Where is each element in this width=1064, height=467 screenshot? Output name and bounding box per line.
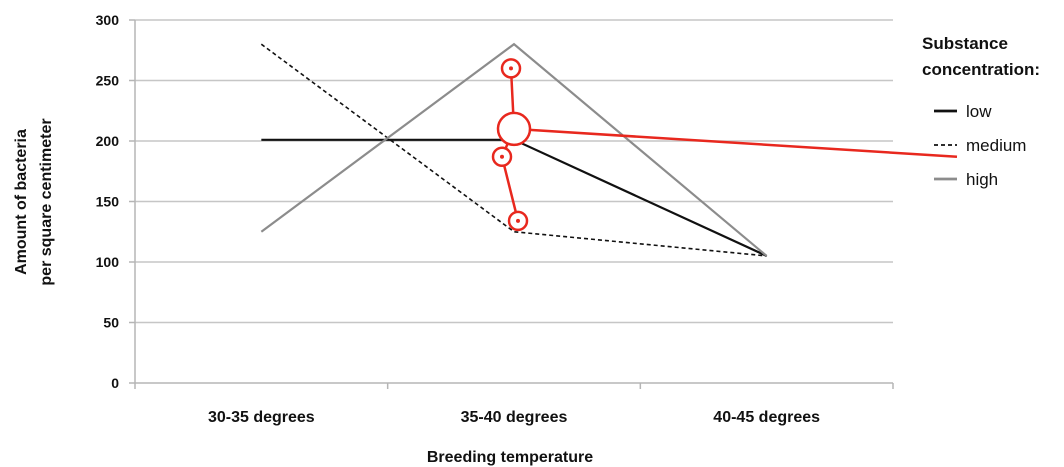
- legend-label-high: high: [966, 170, 998, 189]
- tick-labels: 0 50 100 150 200 250 300 30-35 degrees 35-40 deg…: [96, 12, 820, 426]
- red-annotations: [491, 58, 958, 232]
- annotation-pointer-line: [513, 127, 958, 158]
- y-axis-title-line-1: Amount of bacteria: [13, 129, 30, 275]
- legend: Substance concentration: low medium high: [922, 34, 1040, 189]
- annotation-marker-dot: [509, 66, 513, 71]
- y-axis-title-line-2: per square centimeter: [38, 118, 55, 285]
- annotation-marker-dot: [516, 218, 520, 223]
- y-tick-label: 50: [103, 315, 119, 331]
- series-line-medium: [260, 43, 767, 257]
- y-tick-label: 300: [96, 12, 120, 28]
- x-tick-label: 30-35 degrees: [208, 409, 315, 426]
- y-tick-label: 250: [96, 73, 120, 89]
- series-line-low: [261, 138, 768, 257]
- legend-title-line-1: Substance: [922, 34, 1008, 53]
- x-tick-label: 35-40 degrees: [461, 409, 568, 426]
- legend-label-low: low: [966, 102, 992, 121]
- x-axis-title: Breeding temperature: [427, 449, 593, 466]
- legend-title-line-2: concentration:: [922, 60, 1040, 79]
- series-line-high: [260, 42, 768, 257]
- legend-label-medium: medium: [966, 136, 1026, 155]
- y-tick-label: 100: [96, 254, 120, 270]
- y-tick-label: 150: [96, 194, 120, 210]
- annotation-marker-dot: [500, 154, 504, 159]
- y-tick-label: 200: [96, 133, 120, 149]
- annotation-marker-circle: [496, 111, 532, 147]
- axes: [129, 19, 894, 389]
- x-tick-label: 40-45 degrees: [713, 409, 820, 426]
- y-tick-label: 0: [111, 375, 119, 391]
